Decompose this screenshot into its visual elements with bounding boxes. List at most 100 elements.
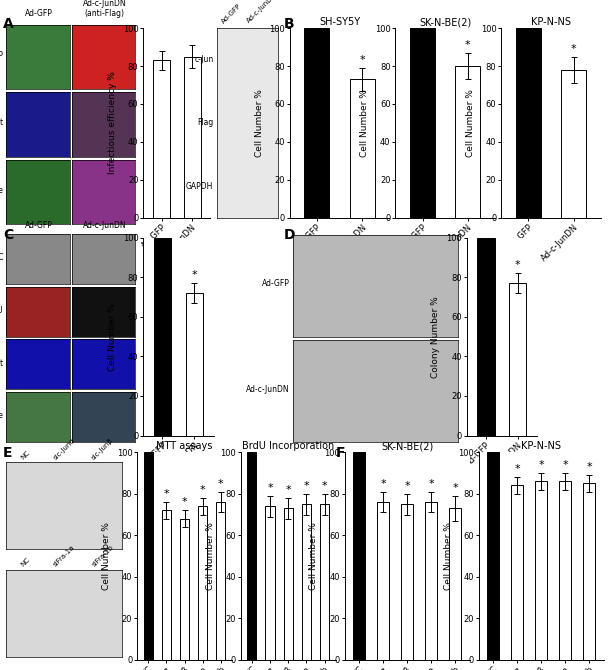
Bar <box>265 507 275 660</box>
Text: B: B <box>284 17 294 31</box>
Text: *: * <box>465 40 471 50</box>
Title: KP-N-NS: KP-N-NS <box>522 442 561 452</box>
Bar <box>377 502 389 660</box>
Text: Ad-c-JunDN: Ad-c-JunDN <box>82 221 126 230</box>
Text: *: * <box>192 270 197 280</box>
Text: GAPDH: GAPDH <box>186 182 213 191</box>
Bar <box>350 79 375 218</box>
Text: F: F <box>336 446 345 460</box>
Title: SK-N-BE(2): SK-N-BE(2) <box>419 17 472 27</box>
Text: *: * <box>218 478 224 488</box>
Bar <box>162 511 171 660</box>
Text: *: * <box>182 497 187 507</box>
Bar <box>180 519 189 660</box>
Text: D: D <box>284 228 295 242</box>
Bar <box>153 60 170 218</box>
Text: Ad-GFP: Ad-GFP <box>221 2 243 24</box>
Text: BrdU: BrdU <box>0 306 3 315</box>
Text: *: * <box>267 483 273 492</box>
Bar <box>143 452 152 660</box>
Bar <box>353 452 365 660</box>
Text: *: * <box>587 462 592 472</box>
Bar <box>509 283 526 436</box>
Text: Ad-GFP: Ad-GFP <box>25 221 53 230</box>
Bar <box>487 452 500 660</box>
Text: NC: NC <box>20 450 31 460</box>
Text: *: * <box>515 261 520 271</box>
Text: *: * <box>380 478 386 488</box>
Bar <box>304 28 329 218</box>
Text: Ad-c-JunDN
(anti-Flag): Ad-c-JunDN (anti-Flag) <box>82 0 126 18</box>
Y-axis label: Cell Number %: Cell Number % <box>108 303 117 371</box>
Text: NC: NC <box>20 557 31 567</box>
Text: GFP: GFP <box>0 51 3 60</box>
Text: c-Jun: c-Jun <box>194 55 213 64</box>
Text: *: * <box>163 489 169 499</box>
Text: *: * <box>514 464 520 474</box>
Bar <box>320 504 329 660</box>
Text: Merge: Merge <box>0 411 3 420</box>
Bar <box>184 56 201 218</box>
Text: *: * <box>404 480 410 490</box>
Text: *: * <box>539 460 544 470</box>
Text: siFra-1b: siFra-1b <box>91 544 115 567</box>
Text: sic-Junα: sic-Junα <box>52 437 76 460</box>
Y-axis label: Cell Number %: Cell Number % <box>254 89 264 157</box>
Bar <box>516 28 541 218</box>
Bar <box>425 502 437 660</box>
Text: Hoechst: Hoechst <box>0 358 3 368</box>
Y-axis label: Cell Number %: Cell Number % <box>361 89 369 157</box>
Text: Merge: Merge <box>0 186 3 195</box>
Text: *: * <box>428 478 434 488</box>
Text: Ad-GFP: Ad-GFP <box>262 279 290 288</box>
Y-axis label: Infectious efficiency %: Infectious efficiency % <box>108 72 117 174</box>
Text: *: * <box>304 480 309 490</box>
Bar <box>511 486 523 660</box>
Bar <box>410 28 435 218</box>
Bar <box>217 502 226 660</box>
Y-axis label: Cell Number %: Cell Number % <box>309 522 318 590</box>
Text: *: * <box>285 485 291 495</box>
Bar <box>247 452 256 660</box>
Bar <box>198 507 207 660</box>
Bar <box>536 481 547 660</box>
Title: MTT assays: MTT assays <box>156 442 213 452</box>
Bar <box>449 509 461 660</box>
Text: *: * <box>200 485 206 495</box>
Bar <box>477 238 495 436</box>
Text: *: * <box>359 55 365 65</box>
Y-axis label: Cell Number %: Cell Number % <box>206 522 215 590</box>
Text: Ad-c-JunDN: Ad-c-JunDN <box>246 0 279 24</box>
Text: A: A <box>3 17 14 31</box>
Bar <box>284 509 293 660</box>
Bar <box>154 238 171 436</box>
Bar <box>583 484 595 660</box>
Bar <box>401 504 413 660</box>
Y-axis label: Cell Number %: Cell Number % <box>443 522 453 590</box>
Title: SH-SY5Y: SH-SY5Y <box>319 17 360 27</box>
Y-axis label: Cell Number %: Cell Number % <box>466 89 475 157</box>
Title: BrdU Incorporation: BrdU Incorporation <box>242 442 334 452</box>
Bar <box>185 293 203 436</box>
Text: E: E <box>3 446 13 460</box>
Text: *: * <box>453 483 458 492</box>
Text: siFra-1a: siFra-1a <box>52 544 76 567</box>
Bar <box>302 504 311 660</box>
Title: SK-N-BE(2): SK-N-BE(2) <box>381 442 433 452</box>
Bar <box>456 66 481 218</box>
Text: Hoechst: Hoechst <box>0 119 3 127</box>
Y-axis label: Cell Number %: Cell Number % <box>102 522 111 590</box>
Text: *: * <box>322 480 328 490</box>
Text: Ph. C: Ph. C <box>0 253 3 262</box>
Bar <box>559 481 572 660</box>
Text: Ad-c-JunDN: Ad-c-JunDN <box>246 385 290 394</box>
Y-axis label: Colony Number %: Colony Number % <box>431 295 440 378</box>
Text: *: * <box>571 44 576 54</box>
Text: sic-Junβ: sic-Junβ <box>91 437 115 460</box>
Text: C: C <box>3 228 13 242</box>
Bar <box>561 70 586 218</box>
Text: Flag: Flag <box>197 119 213 127</box>
Title: KP-N-NS: KP-N-NS <box>531 17 571 27</box>
Text: Ad-GFP: Ad-GFP <box>25 9 53 18</box>
Text: *: * <box>562 460 569 470</box>
